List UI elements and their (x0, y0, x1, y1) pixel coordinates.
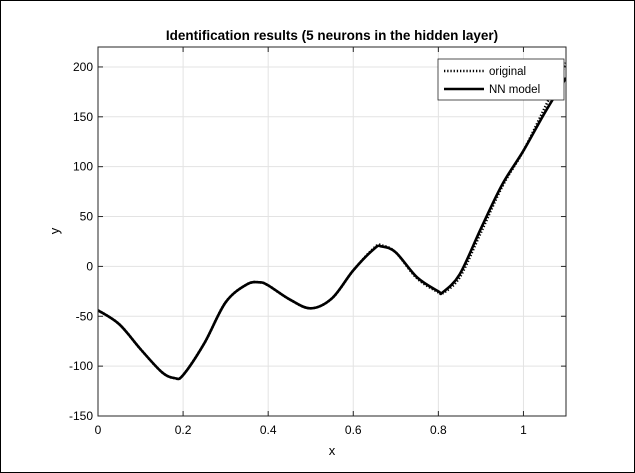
legend-box (437, 58, 565, 101)
x-tick-label: 0 (95, 423, 102, 437)
y-tick-label: 50 (80, 210, 94, 224)
y-tick-label: -150 (69, 409, 93, 423)
y-tick-label: -100 (69, 359, 93, 373)
series-line-original (98, 62, 566, 381)
y-tick-label: 100 (73, 160, 93, 174)
series-layer (98, 62, 566, 381)
y-tick-label: 150 (73, 110, 93, 124)
y-tick-label: 200 (73, 60, 93, 74)
legend-label-nn-model: NN model (489, 84, 540, 96)
plot-area (98, 47, 566, 416)
legend: original NN model (437, 58, 565, 101)
y-tick-labels: -150 -100 -50 0 50 100 150 200 (69, 60, 93, 423)
chart-title: Identification results (5 neurons in the… (166, 28, 498, 43)
x-tick-label: 0.4 (260, 423, 277, 437)
plot-frame (97, 46, 567, 417)
x-tick-labels: 0 0.2 0.4 0.6 0.8 1 (95, 423, 527, 437)
y-tick-label: 0 (86, 259, 93, 273)
x-axis-label: x (329, 443, 336, 458)
x-tick-label: 1 (520, 423, 527, 437)
y-tick-label: -50 (76, 309, 94, 323)
x-tick-label: 0.6 (345, 423, 362, 437)
y-axis-label: y (47, 227, 62, 234)
legend-label-original: original (489, 66, 526, 78)
x-tick-label: 0.8 (430, 423, 447, 437)
x-tick-label: 0.2 (175, 423, 192, 437)
